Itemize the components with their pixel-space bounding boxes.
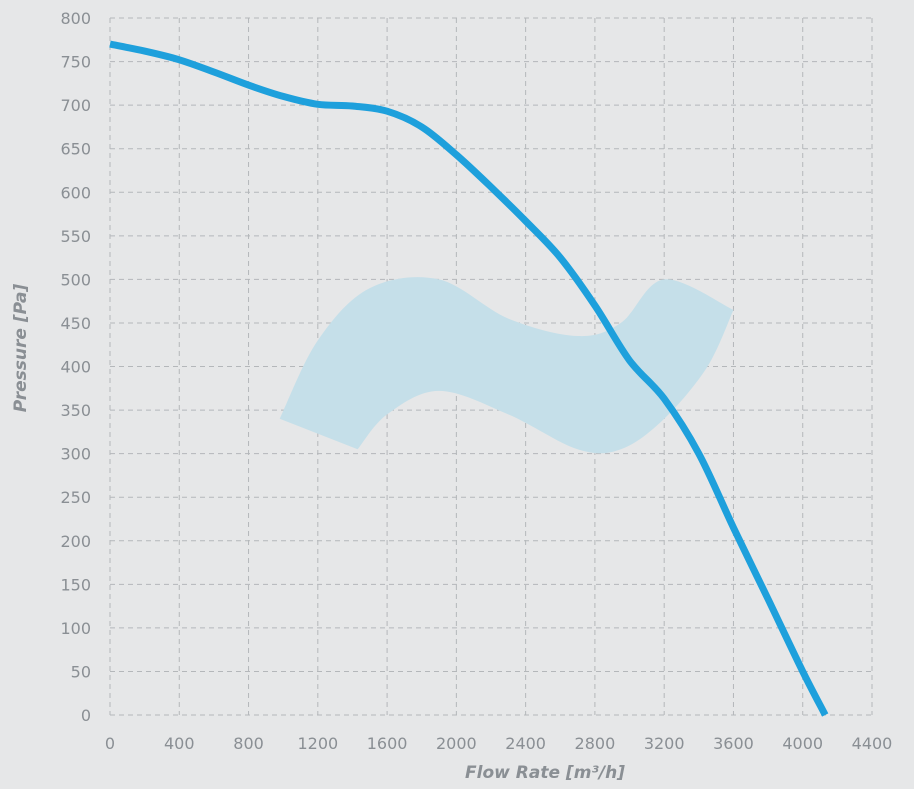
y-tick-label: 300 [60,445,91,464]
x-tick-label: 3600 [713,734,754,753]
x-tick-labels: 0 400 800 1200 1600 2000 2400 2800 3200 3600 4000 4… [105,734,892,753]
x-axis-title: Flow Rate [m³/h] [465,763,625,783]
y-tick-label: 0 [81,706,91,725]
y-tick-label: 600 [60,183,91,202]
y-tick-label: 400 [60,358,91,377]
y-tick-label: 100 [60,619,91,638]
x-tick-label: 1600 [367,734,408,753]
x-tick-label: 0 [105,734,115,753]
y-tick-label: 550 [60,227,91,246]
x-tick-label: 400 [164,734,195,753]
operating-region-area [279,277,734,454]
x-tick-label: 4000 [782,734,823,753]
x-tick-label: 2000 [436,734,477,753]
x-tick-label: 2400 [505,734,546,753]
y-tick-label: 500 [60,270,91,289]
y-tick-label: 800 [60,9,91,28]
y-tick-label: 700 [60,96,91,115]
series-layer [109,40,829,717]
series-line [109,40,829,717]
y-tick-label: 750 [60,53,91,72]
y-tick-label: 650 [60,140,91,159]
x-tick-label: 1200 [297,734,338,753]
y-tick-label: 150 [60,575,91,594]
x-tick-label: 3200 [644,734,685,753]
y-tick-label: 250 [60,488,91,507]
y-axis-title: Pressure [Pa] [11,284,31,413]
y-tick-label: 350 [60,401,91,420]
x-tick-label: 4400 [852,734,893,753]
operating-region [279,277,734,454]
x-tick-label: 800 [233,734,264,753]
y-tick-label: 450 [60,314,91,333]
y-tick-labels: 0 50 100 150 200 250 300 350 400 450 500 550 600 650 7… [60,9,91,725]
y-tick-label: 50 [71,662,91,681]
x-tick-label: 2800 [575,734,616,753]
y-tick-label: 200 [60,532,91,551]
